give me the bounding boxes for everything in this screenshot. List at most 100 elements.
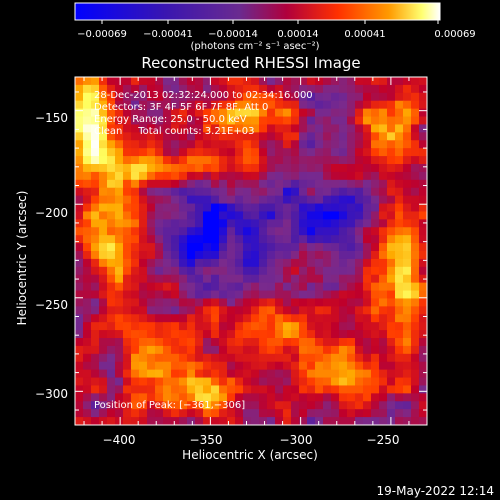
heatmap-cell — [147, 171, 156, 181]
heatmap-cell — [163, 266, 172, 276]
heatmap-cell — [203, 393, 212, 402]
heatmap-cell — [259, 306, 268, 315]
heatmap-cell — [83, 353, 92, 363]
heatmap-cell — [411, 92, 420, 102]
heatmap-cell — [187, 306, 196, 315]
heatmap-cell — [211, 314, 220, 323]
heatmap-cell — [211, 266, 220, 276]
heatmap-cell — [315, 258, 324, 268]
heatmap-cell — [75, 108, 84, 118]
heatmap-cell — [83, 314, 92, 323]
heatmap-cell — [115, 322, 124, 331]
heatmap-cell — [395, 274, 404, 284]
heatmap-cell — [155, 258, 164, 268]
heatmap-cell — [147, 338, 156, 347]
heatmap-cell — [235, 338, 244, 347]
heatmap-cell — [387, 124, 396, 133]
heatmap-cell — [155, 338, 164, 347]
heatmap-cell — [75, 203, 84, 213]
heatmap-cell — [315, 164, 324, 173]
heatmap-cell — [203, 77, 212, 86]
heatmap-cell — [123, 187, 132, 197]
heatmap-cell — [251, 274, 260, 284]
heatmap-cell — [315, 92, 324, 102]
heatmap-cell — [291, 92, 300, 102]
heatmap-cell — [411, 148, 420, 157]
heatmap-cell — [379, 417, 388, 425]
heatmap-cell — [163, 298, 172, 307]
heatmap-cell — [219, 401, 228, 410]
heatmap-cell — [203, 140, 212, 149]
heatmap-cell — [371, 211, 380, 220]
heatmap-cell — [123, 148, 132, 157]
heatmap-cell — [411, 108, 420, 118]
heatmap-cell — [395, 108, 404, 118]
heatmap-cell — [387, 227, 396, 236]
heatmap-cell — [91, 84, 100, 94]
heatmap-cell — [387, 235, 396, 244]
heatmap-cell — [91, 369, 100, 379]
heatmap-cell — [155, 108, 164, 118]
heatmap-cell — [179, 100, 188, 110]
heatmap-cell — [387, 211, 396, 220]
heatmap-cell — [187, 266, 196, 276]
heatmap-cell — [131, 266, 140, 276]
heatmap-cell — [251, 251, 260, 260]
heatmap-cell — [275, 92, 284, 102]
heatmap-cell — [283, 92, 292, 102]
heatmap-cell — [83, 369, 92, 379]
heatmap-cell — [259, 377, 268, 387]
heatmap-cell — [227, 369, 236, 379]
heatmap-cell — [323, 100, 332, 110]
heatmap-cell — [211, 203, 220, 213]
heatmap-cell — [139, 306, 148, 315]
heatmap-cell — [299, 164, 308, 173]
heatmap-cell — [411, 187, 420, 197]
heatmap-cell — [155, 203, 164, 213]
heatmap-cell — [83, 282, 92, 292]
heatmap-cell — [299, 100, 308, 110]
heatmap-cell — [227, 243, 236, 252]
heatmap-cell — [363, 401, 372, 410]
heatmap-cell — [99, 77, 108, 86]
heatmap-cell — [275, 409, 284, 418]
heatmap-cell — [315, 156, 324, 165]
heatmap-cell — [75, 116, 84, 126]
heatmap-cell — [291, 330, 300, 339]
heatmap-cell — [251, 211, 260, 220]
heatmap-cell — [331, 211, 340, 220]
heatmap-cell — [115, 100, 124, 110]
heatmap-cell — [419, 108, 427, 118]
heatmap-cell — [347, 266, 356, 276]
heatmap-cell — [291, 195, 300, 205]
heatmap-cell — [355, 251, 364, 260]
heatmap-cell — [83, 409, 92, 418]
heatmap-cell — [139, 401, 148, 410]
heatmap-cell — [91, 290, 100, 300]
heatmap-cell — [411, 361, 420, 371]
heatmap-cell — [115, 164, 124, 173]
heatmap-cell — [291, 108, 300, 118]
heatmap-cell — [155, 211, 164, 220]
heatmap-cell — [267, 203, 276, 213]
heatmap-cell — [347, 274, 356, 284]
heatmap-cell — [243, 409, 252, 418]
heatmap-cell — [75, 171, 84, 181]
heatmap-cell — [219, 290, 228, 300]
heatmap-cell — [115, 306, 124, 315]
heatmap-cell — [379, 92, 388, 102]
heatmap-cell — [83, 227, 92, 236]
heatmap-cell — [299, 338, 308, 347]
heatmap-cell — [115, 266, 124, 276]
heatmap-cell — [179, 92, 188, 102]
heatmap-cell — [131, 164, 140, 173]
heatmap-cell — [355, 266, 364, 276]
heatmap-cell — [267, 124, 276, 133]
heatmap-cell — [123, 132, 132, 141]
heatmap-cell — [171, 306, 180, 315]
heatmap-cell — [187, 251, 196, 260]
heatmap-cell — [371, 116, 380, 126]
heatmap-cell — [251, 401, 260, 410]
heatmap-cell — [339, 179, 348, 189]
heatmap-cell — [331, 314, 340, 323]
